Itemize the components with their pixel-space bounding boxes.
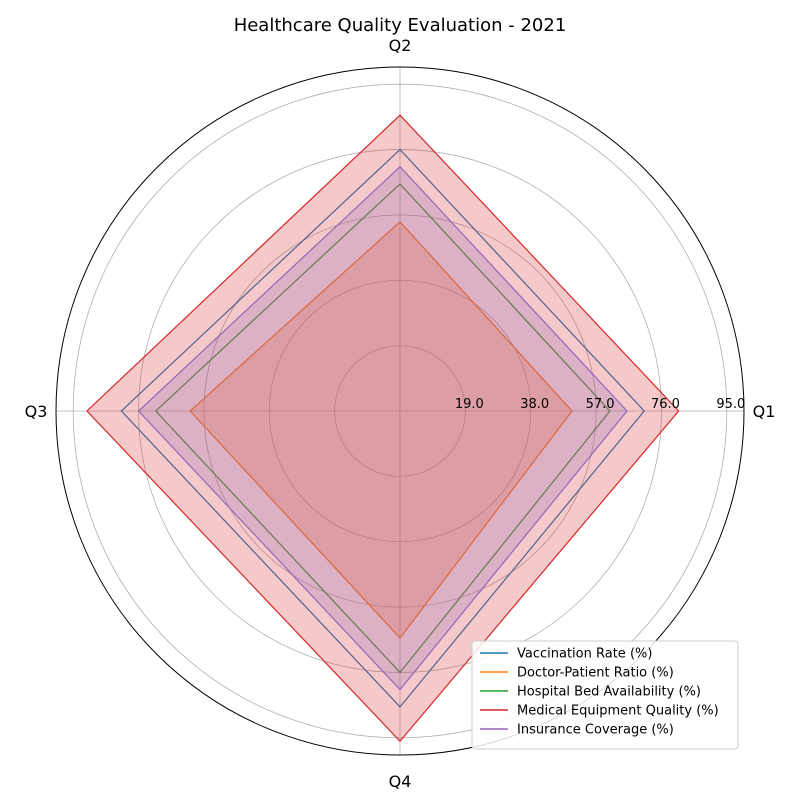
legend-label: Medical Equipment Quality (%): [517, 704, 719, 719]
polar-frame: [55, 66, 745, 756]
axis-label-q3: Q3: [25, 402, 48, 421]
series-line: [120, 148, 646, 708]
series-line: [189, 220, 573, 639]
axis-label-q1: Q1: [753, 402, 776, 421]
legend-label: Insurance Coverage (%): [517, 723, 674, 738]
legend-label: Hospital Bed Availability (%): [517, 685, 701, 700]
legend: Vaccination Rate (%) Doctor-Patient Ratio…: [471, 640, 739, 750]
radial-tick-label: 19.0: [455, 397, 484, 412]
series-line: [137, 165, 628, 691]
legend-label: Doctor-Patient Ratio (%): [517, 666, 674, 681]
radial-tick-label: 57.0: [586, 397, 615, 412]
axis-label-q4: Q4: [389, 772, 412, 791]
series-line: [86, 114, 680, 743]
axis-labels: Q1 Q2 Q3 Q4: [25, 36, 776, 791]
radial-tick-labels: 19.0 38.0 57.0 76.0 95.0: [455, 397, 745, 412]
radial-tick-label: 38.0: [520, 397, 549, 412]
series-area: [190, 221, 572, 639]
series-area: [138, 166, 628, 690]
legend-label: Vaccination Rate (%): [517, 647, 652, 662]
axis-label-q2: Q2: [389, 36, 412, 55]
legend-frame: [471, 640, 739, 750]
radial-tick-label: 95.0: [716, 397, 745, 412]
chart-title: Healthcare Quality Evaluation - 2021: [234, 15, 567, 36]
series-layer: [86, 114, 680, 743]
radial-tick-label: 76.0: [651, 397, 680, 412]
series-line: [154, 183, 611, 674]
